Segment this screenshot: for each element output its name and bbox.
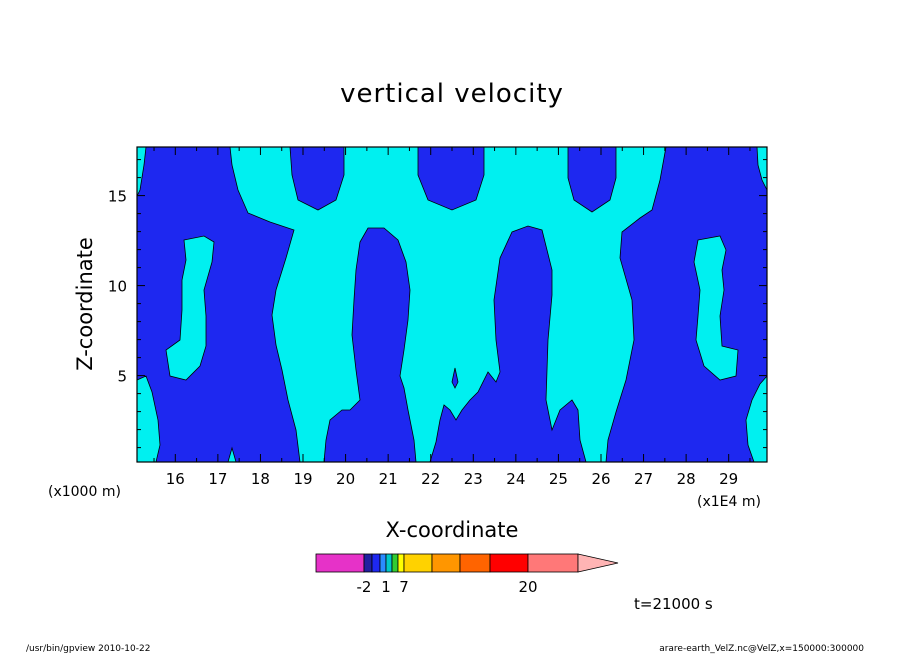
colorbar-label: 20 [518,578,537,596]
colorbar [315,553,619,573]
colorbar-segment [385,553,393,573]
colorbar-label: 1 [381,578,391,596]
footer-left: /usr/bin/gpview 2010-10-22 [26,644,150,654]
chart-title: vertical velocity [340,79,564,109]
colorbar-segment [397,553,405,573]
colorbar-segment [363,553,373,573]
y-axis-label: Z-coordinate [73,237,97,371]
x-tick-label: 23 [464,470,483,488]
x-tick-label: 19 [293,470,312,488]
x-tick-label: 17 [208,470,227,488]
y-tick-label: 5 [117,368,127,386]
x-tick-label: 26 [591,470,610,488]
x-tick-label: 24 [506,470,525,488]
y-tick-label: 15 [108,188,127,206]
x-axis-label: X-coordinate [386,518,519,542]
colorbar-segment [391,553,399,573]
colorbar-segment [459,553,491,573]
updraft-right-column [693,235,739,381]
colorbar-segment [371,553,381,573]
x-tick-label: 22 [421,470,440,488]
downdraft-spike [451,367,459,389]
x-tick-label: 25 [549,470,568,488]
x-tick-label: 27 [634,470,653,488]
plot-area: 16 17 18 19 20 21 22 23 24 25 26 27 28 29 5 10 15 [108,146,768,488]
colorbar-label: -2 [357,578,372,596]
colorbar-tick-labels: -2 1 7 20 [357,578,538,596]
x-tick-label: 28 [677,470,696,488]
x-tick-label: 29 [719,470,738,488]
x-tick-label: 18 [251,470,270,488]
footer-right: arare-earth_VelZ.nc@VelZ,x=150000:300000 [659,644,864,654]
x-unit-note: (x1E4 m) [697,494,761,510]
colorbar-segment [489,553,529,573]
x-tick-label: 16 [166,470,185,488]
colorbar-segment [403,553,433,573]
colorbar-segment [379,553,387,573]
x-tick-label: 20 [336,470,355,488]
updraft-left-column [165,235,215,381]
colorbar-segment [527,553,579,573]
y-axis-ticks: 5 10 15 [108,159,767,449]
updraft-central [229,146,667,463]
x-tick-label: 21 [379,470,398,488]
x-axis-ticks: 16 17 18 19 20 21 22 23 24 25 26 27 28 29 [153,147,751,488]
y-tick-label: 10 [108,278,127,296]
x-scale-note: (x1000 m) [48,484,121,500]
colorbar-label: 7 [399,578,409,596]
colorbar-segment [315,553,365,573]
time-annotation: t=21000 s [634,595,713,613]
colorbar-arrow [577,553,619,573]
positive-velocity-regions [136,146,768,463]
colorbar-segment [431,553,461,573]
